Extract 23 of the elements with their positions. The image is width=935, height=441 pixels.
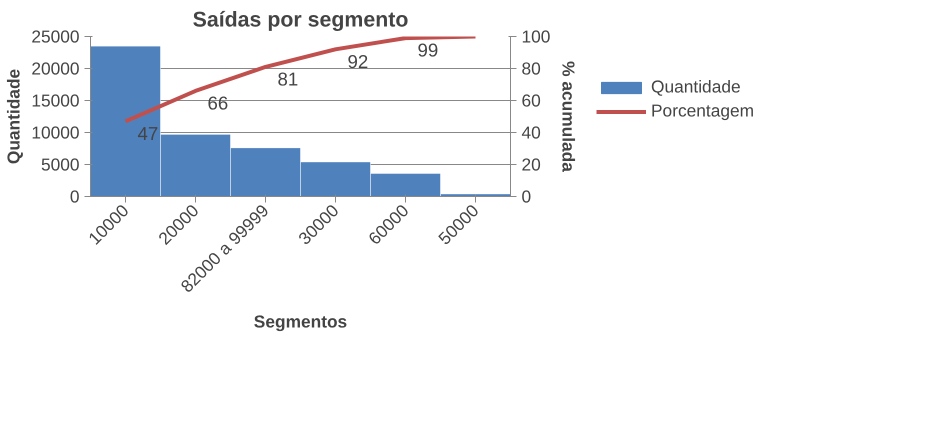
data-label: 81 — [278, 68, 298, 90]
y-tick-label: 10000 — [31, 122, 80, 142]
x-axis-title: Segmentos — [254, 311, 348, 332]
y2-tick-label: 80 — [522, 58, 541, 78]
y-tick-label: 15000 — [31, 90, 80, 110]
y2-tick-label: 20 — [522, 154, 541, 174]
y-tick-label: 25000 — [31, 26, 80, 46]
y-tick-label: 5000 — [40, 154, 80, 174]
y2-tick-label: 40 — [522, 122, 541, 142]
data-label: 99 — [418, 40, 438, 61]
y-tick-label: 20000 — [31, 58, 80, 78]
y2-axis-title: % acumulada — [558, 61, 578, 172]
data-label: 47 — [138, 122, 158, 144]
y-tick-label: 0 — [70, 186, 80, 206]
y2-tick-label: 100 — [522, 26, 550, 46]
line-series — [124, 36, 478, 124]
chart-title: Saídas por segmento — [192, 8, 408, 32]
legend-label: Porcentagem — [651, 100, 754, 122]
y2-tick-label: 0 — [522, 186, 532, 206]
y-axis-title: Quantidade — [3, 68, 24, 164]
y2-tick-label: 60 — [522, 90, 541, 110]
data-label: 92 — [348, 50, 368, 72]
legend-label: Quantidade — [651, 76, 741, 98]
